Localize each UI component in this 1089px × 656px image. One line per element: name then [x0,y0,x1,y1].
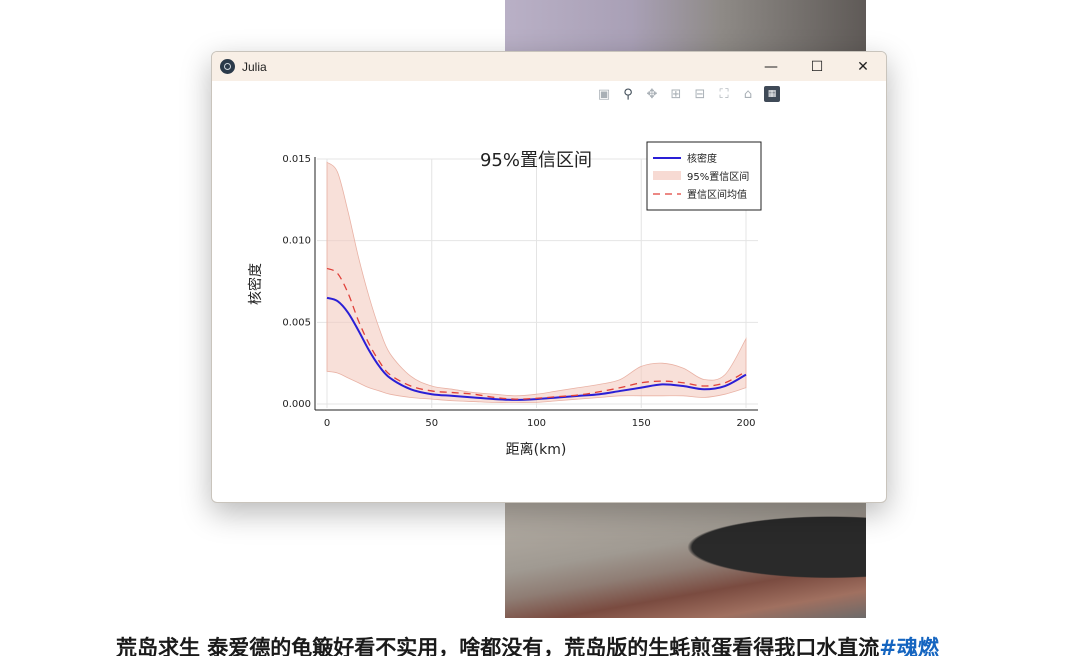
x-tick-label: 50 [425,418,438,429]
x-tick-label: 0 [324,418,330,429]
legend-swatch-band [653,171,681,180]
zoom-out-icon[interactable]: ⊟ [694,86,706,102]
camera-icon[interactable]: ▣ [597,86,611,102]
caption-text: 荒岛求生 泰爱德的龟簸好看不实用，啥都没有，荒岛版的生蚝煎蛋看得我口水直流 [116,636,880,656]
plotly-logo-icon[interactable]: ▦ [764,86,780,102]
julia-app-icon [220,59,235,74]
window-controls: — ☐ ✕ [748,52,886,81]
y-tick-label: 0.015 [282,154,311,165]
zoom-icon[interactable]: ⚲ [623,86,633,102]
y-tick-label: 0.010 [282,236,311,247]
legend-label: 核密度 [687,152,717,165]
window-title: Julia [242,59,267,74]
julia-window: Julia — ☐ ✕ ▣ ⚲ ✥ ⊞ ⊟ ⛶ ⌂ ▦ 0 50 100 150 200… [211,51,887,503]
confidence-band [326,161,747,403]
density-line [326,296,747,401]
caption-hashtag[interactable]: #魂燃 [879,636,939,656]
background-photo-top [505,0,866,52]
axes [314,157,758,411]
legend-label: 95%置信区间 [687,170,749,183]
x-tick-label: 200 [736,418,755,429]
series-lines-layer [326,267,747,401]
density-chart: 0 50 100 150 200 0.000 0.005 0.010 0.015 95%置信区间… [247,141,762,458]
x-tick-label: 100 [527,418,546,429]
plot-toolbar: ▣ ⚲ ✥ ⊞ ⊟ ⛶ ⌂ ▦ [596,85,788,103]
y-tick-label: 0.000 [282,399,311,410]
tick-labels: 0 50 100 150 200 0.000 0.005 0.010 0.015 [282,154,755,429]
chart-title: 95%置信区间 [480,150,592,171]
mean-line [326,267,747,400]
video-caption: 荒岛求生 泰爱德的龟簸好看不实用，啥都没有，荒岛版的生蚝煎蛋看得我口水直流#魂燃 [116,632,1089,656]
background-photo-bottom [505,500,866,618]
pan-icon[interactable]: ✥ [646,86,658,102]
legend-label: 置信区间均值 [687,188,747,201]
x-tick-label: 150 [632,418,651,429]
y-axis-label: 核密度 [247,263,264,305]
reset-axes-icon[interactable]: ⌂ [743,86,753,102]
zoom-in-icon[interactable]: ⊞ [670,86,682,102]
y-tick-label: 0.005 [282,317,311,328]
autoscale-icon[interactable]: ⛶ [719,86,729,102]
minimize-button[interactable]: — [764,58,778,75]
close-button[interactable]: ✕ [857,58,869,75]
maximize-button[interactable]: ☐ [810,58,824,75]
title-bar[interactable]: Julia — ☐ ✕ [212,52,886,81]
confidence-band-layer [326,161,747,403]
x-axis-label: 距离(km) [506,441,567,458]
